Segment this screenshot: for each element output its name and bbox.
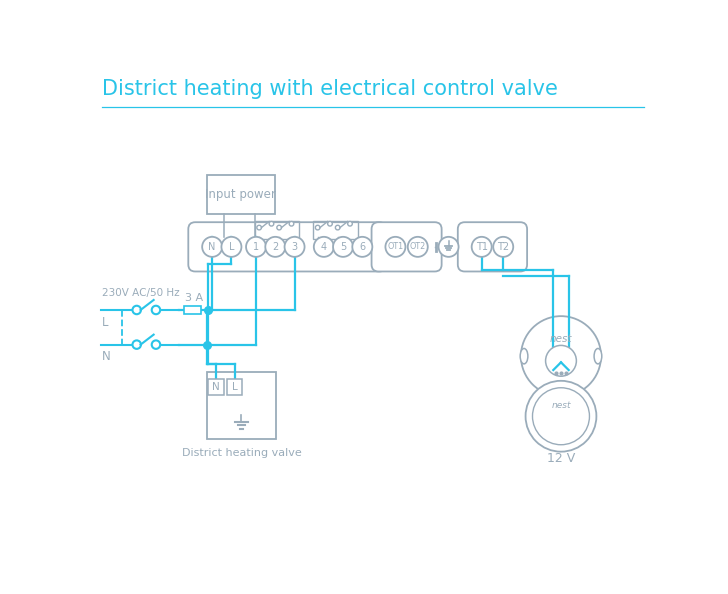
Circle shape — [277, 225, 282, 230]
Circle shape — [545, 345, 577, 376]
FancyBboxPatch shape — [183, 306, 201, 314]
Text: T2: T2 — [497, 242, 510, 252]
Text: L: L — [102, 316, 108, 329]
Circle shape — [285, 237, 304, 257]
Circle shape — [269, 222, 274, 226]
Text: 3: 3 — [291, 242, 298, 252]
Circle shape — [333, 237, 353, 257]
Circle shape — [352, 237, 372, 257]
Text: T1: T1 — [475, 242, 488, 252]
Text: 2: 2 — [272, 242, 278, 252]
Circle shape — [315, 225, 320, 230]
Circle shape — [246, 237, 266, 257]
Ellipse shape — [594, 349, 602, 364]
Ellipse shape — [521, 349, 528, 364]
Text: L: L — [232, 382, 237, 392]
Text: L: L — [229, 242, 234, 252]
Circle shape — [202, 237, 222, 257]
Circle shape — [408, 237, 428, 257]
Circle shape — [336, 225, 340, 230]
Text: nest: nest — [551, 401, 571, 410]
Circle shape — [328, 222, 332, 226]
Circle shape — [385, 237, 405, 257]
Text: 3 A: 3 A — [185, 293, 203, 303]
Circle shape — [438, 237, 459, 257]
Text: District heating with electrical control valve: District heating with electrical control… — [102, 79, 558, 99]
Circle shape — [151, 340, 160, 349]
Circle shape — [314, 237, 334, 257]
FancyBboxPatch shape — [227, 380, 242, 394]
Text: OT1: OT1 — [387, 242, 403, 251]
Circle shape — [348, 222, 352, 226]
Circle shape — [132, 340, 141, 349]
FancyBboxPatch shape — [189, 222, 386, 271]
Circle shape — [494, 237, 513, 257]
Circle shape — [532, 388, 590, 445]
Text: N: N — [212, 382, 220, 392]
Circle shape — [265, 237, 285, 257]
Text: OT2: OT2 — [410, 242, 426, 251]
FancyBboxPatch shape — [208, 380, 223, 394]
Circle shape — [132, 306, 141, 314]
FancyBboxPatch shape — [207, 372, 276, 440]
Text: 6: 6 — [359, 242, 365, 252]
Text: 12 V: 12 V — [547, 453, 575, 466]
Text: nest: nest — [550, 334, 572, 345]
Circle shape — [472, 237, 491, 257]
FancyBboxPatch shape — [458, 222, 527, 271]
FancyBboxPatch shape — [207, 175, 274, 214]
Circle shape — [521, 316, 601, 396]
Circle shape — [289, 222, 294, 226]
Circle shape — [257, 225, 261, 230]
Text: District heating valve: District heating valve — [181, 448, 301, 458]
Circle shape — [221, 237, 242, 257]
Text: 5: 5 — [340, 242, 347, 252]
Text: N: N — [102, 350, 111, 364]
FancyBboxPatch shape — [371, 222, 442, 271]
Text: 4: 4 — [321, 242, 327, 252]
Text: N: N — [208, 242, 216, 252]
Text: 1: 1 — [253, 242, 259, 252]
Circle shape — [526, 381, 596, 451]
Text: 230V AC/50 Hz: 230V AC/50 Hz — [102, 288, 180, 298]
Circle shape — [151, 306, 160, 314]
Text: Input power: Input power — [205, 188, 276, 201]
